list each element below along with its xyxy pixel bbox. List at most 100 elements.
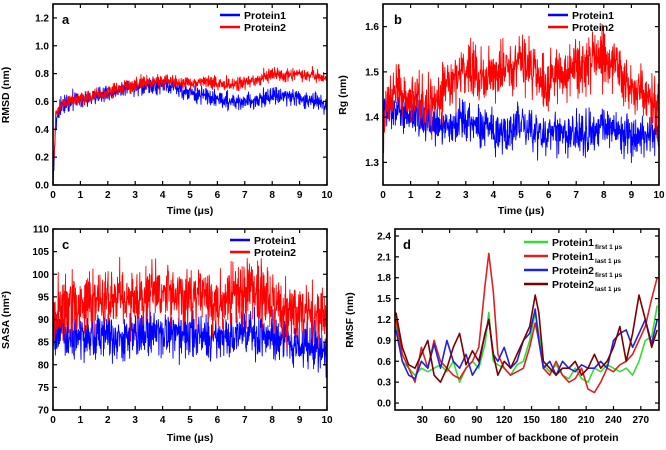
series-line-protein1 [53, 76, 327, 185]
series-line-protein2 [383, 23, 659, 154]
legend-label: Protein2 [254, 247, 296, 259]
x-tick-label: 180 [551, 415, 568, 426]
legend-label: Protein1 [254, 235, 296, 247]
y-tick-label: 110 [33, 225, 50, 236]
y-axis-label: Rg (nm) [337, 75, 349, 115]
x-tick-label: 2 [105, 415, 111, 426]
series-group [395, 252, 658, 394]
series-line-protein1 [383, 88, 659, 163]
x-axis-label: Time (μs) [167, 205, 214, 217]
y-tick-label: 1.8 [377, 273, 391, 284]
x-tick-label: 30 [417, 415, 429, 426]
x-tick-label: 4 [491, 190, 497, 201]
x-tick-label: 3 [132, 415, 138, 426]
x-tick-label: 3 [132, 190, 138, 201]
legend-label: Protein1 [572, 10, 614, 22]
legend-label: Protein1 [552, 237, 594, 249]
y-tick-label: 0.6 [377, 357, 391, 368]
legend-label: Protein1 [244, 10, 286, 22]
y-tick-label: 75 [38, 383, 50, 394]
y-tick-label: 0.4 [35, 125, 49, 136]
x-tick-label: 1 [78, 190, 84, 201]
legend-label: Protein1 [552, 251, 594, 263]
x-tick-label: 2 [435, 190, 441, 201]
series-line-protein1 [53, 305, 327, 378]
series-group [383, 23, 659, 163]
legend-subscript: last 1 μs [595, 258, 621, 265]
y-tick-label: 0.2 [35, 153, 49, 164]
x-tick-label: 8 [269, 190, 275, 201]
y-tick-label: 90 [38, 315, 50, 326]
y-tick-label: 0.0 [35, 181, 49, 192]
legend-label: Protein2 [244, 22, 286, 34]
x-tick-label: 9 [629, 190, 635, 201]
y-tick-label: 1.4 [365, 113, 379, 124]
legend-label: Protein2 [552, 279, 594, 291]
x-tick-label: 7 [242, 415, 248, 426]
y-tick-label: 80 [38, 360, 50, 371]
panel-label: a [62, 12, 70, 27]
x-tick-label: 10 [321, 190, 333, 201]
x-tick-label: 6 [215, 190, 221, 201]
series-line-protein2 [53, 65, 327, 183]
legend-subscript: first 1 μs [595, 272, 622, 279]
x-tick-label: 2 [105, 190, 111, 201]
x-tick-label: 90 [471, 415, 483, 426]
x-tick-label: 270 [632, 415, 649, 426]
x-tick-label: 10 [653, 190, 665, 201]
x-tick-label: 60 [444, 415, 456, 426]
panel-d: 30 60 90 120 150 180 210 240 270 0.0 0.3 0.6 0.9 1.2 1… [344, 228, 660, 444]
y-axis-label: RMSD (nm) [0, 67, 12, 124]
x-tick-label: 4 [160, 190, 166, 201]
y-tick-label: 1.2 [35, 13, 49, 24]
x-axis-label: Time (μs) [167, 432, 214, 444]
legend-subscript: last 1 μs [595, 286, 621, 293]
y-tick-label: 2.1 [377, 252, 391, 263]
x-tick-label: 1 [78, 415, 84, 426]
x-tick-label: 9 [297, 415, 303, 426]
y-tick-label: 0.0 [377, 399, 391, 410]
y-tick-label: 95 [38, 292, 50, 303]
series-line-protein2-first [395, 308, 658, 380]
y-tick-label: 1.5 [377, 294, 391, 305]
x-tick-label: 6 [215, 415, 221, 426]
y-tick-label: 1.2 [377, 315, 391, 326]
series-group [53, 256, 327, 378]
panel-b: 0 1 2 3 4 5 6 7 8 9 10 1.3 1.4 1.5 1.6 Time (μs) Rg (nm)… [337, 3, 665, 217]
x-tick-label: 4 [160, 415, 166, 426]
series-line-protein2-last [395, 294, 658, 384]
y-axis-label: RMSF (nm) [344, 292, 356, 347]
panel-label: b [394, 12, 402, 27]
x-tick-label: 1 [408, 190, 414, 201]
y-tick-label: 0.9 [377, 336, 391, 347]
x-tick-label: 8 [269, 415, 275, 426]
x-tick-label: 240 [605, 415, 622, 426]
x-tick-label: 0 [380, 190, 386, 201]
x-tick-label: 5 [187, 190, 193, 201]
y-tick-label: 0.3 [377, 378, 391, 389]
series-group [53, 65, 327, 185]
y-tick-label: 0.8 [35, 69, 49, 80]
y-tick-label: 1.5 [365, 67, 379, 78]
panel-label: c [62, 237, 69, 252]
y-tick-label: 100 [32, 270, 49, 281]
series-line-protein2 [53, 256, 327, 350]
x-tick-label: 150 [523, 415, 540, 426]
legend-label: Protein2 [572, 22, 614, 34]
x-tick-label: 0 [50, 415, 56, 426]
x-tick-label: 5 [187, 415, 193, 426]
x-tick-label: 8 [601, 190, 607, 201]
panel-a: 0 1 2 3 4 5 6 7 8 9 10 0.0 0.2 0.4 0.6 0.8 1.0 1.2 Time (μ… [0, 3, 333, 217]
x-tick-label: 3 [463, 190, 469, 201]
x-tick-label: 7 [573, 190, 579, 201]
y-tick-label: 1.0 [35, 41, 49, 52]
y-tick-label: 0.6 [35, 97, 49, 108]
x-axis-label: Time (μs) [498, 205, 545, 217]
legend-subscript: first 1 μs [595, 244, 622, 251]
x-tick-label: 210 [578, 415, 595, 426]
